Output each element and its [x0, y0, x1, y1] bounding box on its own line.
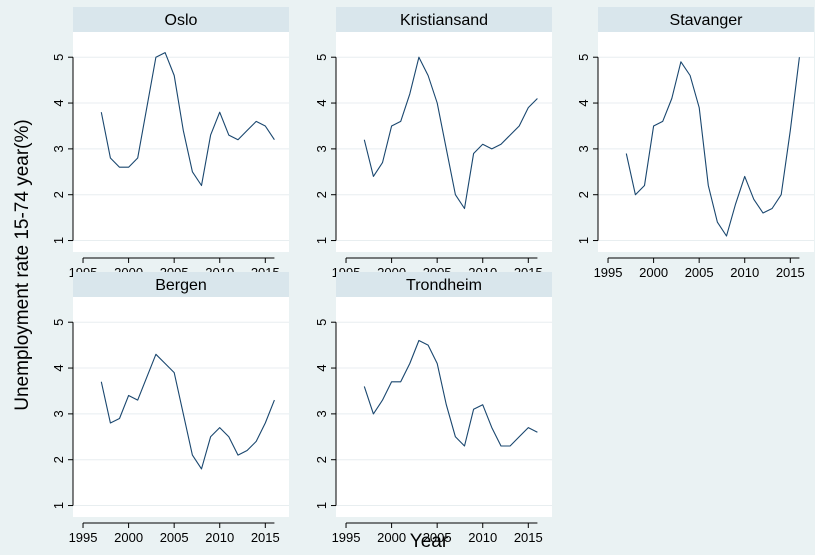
plot-area: [598, 32, 814, 252]
y-tick-label: 1: [576, 237, 591, 244]
panel-kristiansand: Kristiansand1234519952000200520102015: [314, 7, 552, 280]
y-tick-label: 5: [51, 319, 66, 326]
x-tick-label: 2010: [205, 530, 234, 545]
series-line: [100, 52, 275, 187]
x-tick-label: 2010: [468, 530, 497, 545]
plot-area: [336, 297, 552, 517]
y-tick-label: 5: [314, 54, 329, 61]
y-tick-label: 2: [51, 456, 66, 463]
x-tick-label: 2015: [514, 530, 543, 545]
series-line: [625, 57, 800, 237]
plot-area: [336, 32, 552, 252]
y-tick-label: 1: [51, 237, 66, 244]
y-axis-title: Unemployment rate 15-74 year(%): [12, 119, 33, 410]
y-tick-label: 3: [51, 410, 66, 417]
y-tick-label: 2: [314, 191, 329, 198]
y-tick-label: 5: [576, 54, 591, 61]
y-tick-label: 4: [576, 99, 591, 106]
y-tick-label: 3: [314, 410, 329, 417]
series-line: [363, 339, 538, 447]
y-tick-label: 5: [51, 54, 66, 61]
x-tick-label: 2005: [685, 265, 714, 280]
series-line: [363, 56, 538, 210]
facet-title: Oslo: [165, 12, 198, 29]
facet-title: Bergen: [155, 277, 207, 294]
x-tick-label: 2000: [639, 265, 668, 280]
facet-strip: [73, 272, 289, 297]
x-tick-label: 1995: [332, 530, 361, 545]
y-tick-label: 4: [51, 99, 66, 106]
panel-oslo: Oslo1234519952000200520102015: [51, 7, 289, 280]
y-tick-label: 1: [314, 502, 329, 509]
series-line: [100, 353, 275, 470]
x-axis-title: Year: [410, 531, 449, 552]
facet-panels: Oslo 1 2 3 4 5 1995 2000 2005 2010 2015 Kristiansan…: [51, 7, 814, 545]
panel-bergen: Bergen 1 2 3 4 5 1995 2000 2005 2010 2015: [51, 272, 289, 545]
y-tick-label: 1: [314, 237, 329, 244]
facet-strip: [336, 7, 552, 32]
x-tick-label: 2005: [423, 530, 452, 545]
x-tick-label: 2015: [776, 265, 805, 280]
panel-stavanger: Stavanger 1 2 3 4 5 1995 2000 2005 2010 2015: [576, 7, 814, 280]
y-tick-label: 1: [51, 502, 66, 509]
facet-strip: [598, 7, 814, 32]
y-tick-label: 4: [314, 364, 329, 371]
facet-title: Stavanger: [670, 12, 744, 29]
y-tick-label: 2: [314, 456, 329, 463]
plot-area: [73, 297, 289, 517]
x-tick-label: 1995: [594, 265, 623, 280]
y-tick-label: 3: [576, 145, 591, 152]
facet-title: Trondheim: [406, 277, 482, 294]
y-tick-label: 4: [314, 99, 329, 106]
x-tick-label: 2000: [377, 530, 406, 545]
y-tick-label: 2: [51, 191, 66, 198]
plot-area: [73, 32, 289, 252]
x-tick-label: 2015: [251, 530, 280, 545]
x-tick-label: 1995: [69, 530, 98, 545]
x-tick-label: 2005: [160, 530, 189, 545]
x-tick-label: 2000: [114, 530, 143, 545]
facet-title: Kristiansand: [400, 12, 488, 29]
y-tick-label: 3: [51, 145, 66, 152]
panel-trondheim: Trondheim 1 2 3 4 5 1995 2000 2005 2010 2015: [314, 272, 552, 545]
facet-strip: [73, 7, 289, 32]
y-tick-label: 5: [314, 319, 329, 326]
facet-strip: [336, 272, 552, 297]
y-tick-label: 2: [576, 191, 591, 198]
y-tick-label: 4: [51, 364, 66, 371]
y-tick-label: 3: [314, 145, 329, 152]
x-tick-label: 2010: [730, 265, 759, 280]
